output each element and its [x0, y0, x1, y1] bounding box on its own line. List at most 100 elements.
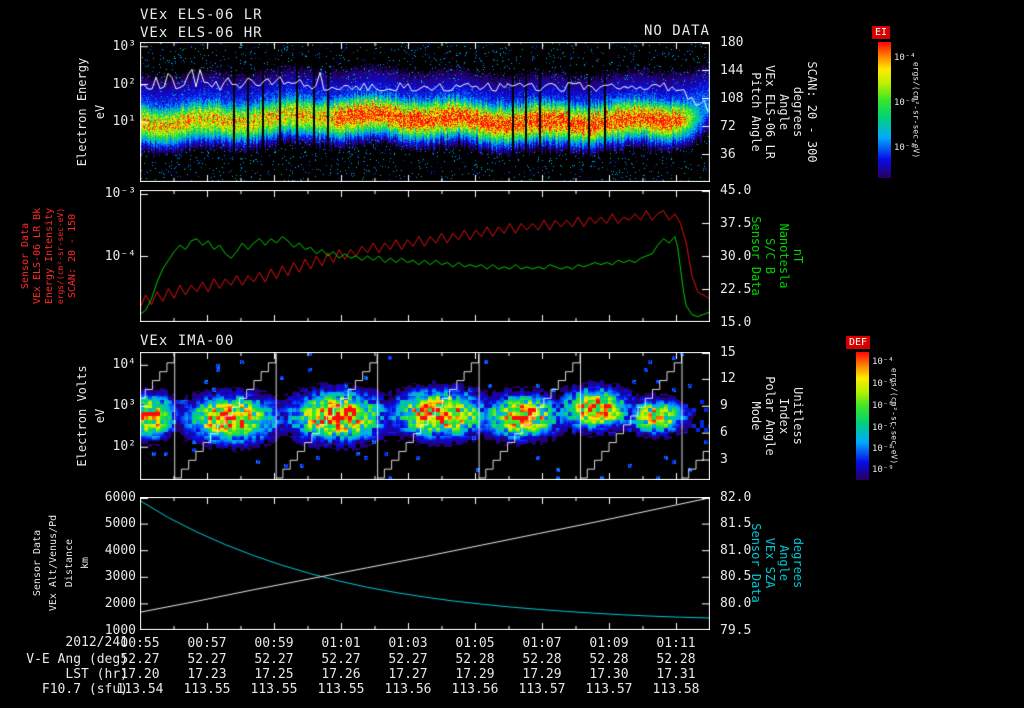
p2-left-title-2: Energy Intensity [44, 207, 55, 305]
bottom-row-0-value-1: 52.27 [187, 652, 227, 667]
p4-right-title-1: VEx SZA [763, 537, 777, 589]
p2-right-title-1: S/C B [763, 237, 777, 275]
bottom-row-0-value-5: 52.28 [455, 652, 495, 667]
bottom-row-0-value-6: 52.28 [522, 652, 562, 667]
bottom-row-0-value-7: 52.28 [589, 652, 629, 667]
bottom-row-2-value-0: 113.54 [116, 682, 164, 697]
bottom-row-1-value-7: 17.30 [589, 667, 629, 682]
p4-alt-tick-3: 3000 [104, 569, 136, 585]
p3-right-title-1: Polar Angle [763, 376, 777, 456]
ima-spectrogram-canvas [140, 352, 710, 480]
colorbar-def-label: DEF [846, 336, 871, 349]
p3-energy-tick-2: 10² [112, 439, 136, 455]
p4-sza-tick-0: 82.0 [720, 489, 752, 505]
bottom-row-2-value-7: 113.57 [585, 682, 633, 697]
no-data-label: NO DATA [643, 23, 710, 39]
bottom-row-0-value-2: 52.27 [254, 652, 294, 667]
p2-bfield-tick-3: 22.5 [720, 281, 752, 297]
p4-right-title-3: degrees [791, 537, 805, 589]
p3-index-tick-4: 3 [720, 452, 728, 468]
p2-bfield-tick-1: 37.5 [720, 215, 752, 231]
p1-right-title-4: SCAN: 20 - 300 [805, 61, 819, 163]
colorbar-def-tick-5: 10⁻⁹ [872, 464, 894, 475]
time-tick-label-4: 01:03 [388, 636, 428, 651]
time-tick-label-7: 01:09 [589, 636, 629, 651]
plot-title-els-hr: VEx ELS-06 HR [140, 25, 263, 41]
p1-pitch-tick-4: 36 [720, 146, 736, 162]
bottom-row-2-value-6: 113.57 [518, 682, 566, 697]
p2-left-title-1: VEx ELS-06 LR Bk [32, 207, 43, 305]
p4-left-title-0: Sensor Data [32, 529, 43, 597]
time-tick-label-8: 01:11 [656, 636, 696, 651]
bottom-row-2-value-1: 113.55 [183, 682, 231, 697]
time-tick-label-2: 00:59 [254, 636, 294, 651]
p1-left-title-0: Electron Energy [75, 57, 89, 167]
colorbar-def-tick-3: 10⁻⁷ [872, 422, 894, 433]
p3-index-tick-0: 15 [720, 344, 736, 360]
bottom-row-1-value-8: 17.31 [656, 667, 696, 682]
p1-energy-tick-0: 10³ [112, 38, 136, 54]
bottom-row-2-value-4: 113.56 [384, 682, 432, 697]
bottom-row-0-value-8: 52.28 [656, 652, 696, 667]
p1-pitch-tick-2: 108 [720, 90, 744, 106]
p1-right-title-1: VEx ELS-06 LR [763, 65, 777, 159]
time-tick-label-6: 01:07 [522, 636, 562, 651]
p3-index-tick-3: 6 [720, 425, 728, 441]
time-tick-label-1: 00:57 [187, 636, 227, 651]
colorbar-def-tick-2: 10⁻⁶ [872, 400, 894, 411]
p4-left-title-2: Distance [64, 538, 75, 588]
p1-energy-tick-2: 10¹ [112, 114, 136, 130]
p4-alt-tick-4: 2000 [104, 595, 136, 611]
p4-left-title-1: VEx Alt/Venus/Pd [48, 514, 59, 612]
bottom-row-0-value-0: 52.27 [120, 652, 160, 667]
p2-intensity-tick-1: 10⁻⁴ [104, 248, 136, 264]
colorbar-ei-tick-0: 10⁻⁴ [894, 53, 916, 64]
bottom-row-1-value-5: 17.29 [455, 667, 495, 682]
p2-left-title-4: SCAN: 20 - 150 [67, 213, 78, 299]
bottom-row-1-value-6: 17.29 [522, 667, 562, 682]
p4-alt-tick-0: 6000 [104, 489, 136, 505]
p1-pitch-tick-3: 72 [720, 118, 736, 134]
bottom-row-2-value-3: 113.55 [317, 682, 365, 697]
p4-alt-tick-1: 5000 [104, 516, 136, 532]
colorbar-ei-tick-2: 10⁻⁸ [894, 143, 916, 154]
p3-right-title-3: Unitless [791, 387, 805, 445]
time-tick-label-0: 00:55 [120, 636, 160, 651]
p1-pitch-tick-0: 180 [720, 34, 744, 50]
bottom-row-label-0: V-E Ang (deg) [26, 652, 128, 667]
p4-sza-tick-2: 81.0 [720, 542, 752, 558]
p2-right-title-0: Sensor Data [749, 216, 763, 296]
plot-title-els-lr: VEx ELS-06 LR [140, 7, 263, 23]
p2-intensity-tick-0: 10⁻³ [104, 186, 136, 202]
plot-title-ima: VEx IMA-00 [140, 333, 235, 349]
bottom-row-2-value-5: 113.56 [451, 682, 499, 697]
els-spectrogram-canvas [140, 42, 710, 182]
p3-index-tick-1: 12 [720, 371, 736, 387]
p2-bfield-tick-2: 30.0 [720, 248, 752, 264]
p3-right-title-0: Mode [749, 401, 763, 431]
p3-right-title-2: Index [777, 397, 791, 435]
colorbar-ei-gradient [878, 42, 891, 178]
bottom-row-2-value-8: 113.58 [652, 682, 700, 697]
bottom-row-1-value-1: 17.23 [187, 667, 227, 682]
colorbar-def-tick-0: 10⁻⁴ [872, 357, 894, 368]
p3-energy-tick-0: 10⁴ [112, 357, 136, 373]
p4-sza-tick-4: 80.0 [720, 595, 752, 611]
p1-right-title-2: Angle [777, 93, 791, 131]
colorbar-ei-label: EI [872, 26, 891, 39]
p1-left-title-1: eV [93, 104, 107, 120]
p1-pitch-tick-1: 144 [720, 62, 744, 78]
colorbar-def-tick-4: 10⁻⁸ [872, 444, 894, 455]
p3-index-tick-2: 9 [720, 398, 728, 414]
date-label: 2012/241 [65, 635, 128, 650]
p2-bfield-tick-0: 45.0 [720, 182, 752, 198]
p4-sza-tick-1: 81.5 [720, 516, 752, 532]
time-tick-label-3: 01:01 [321, 636, 361, 651]
altitude-sza-plot-canvas [140, 497, 710, 630]
bottom-row-1-value-3: 17.26 [321, 667, 361, 682]
p4-alt-tick-5: 1000 [104, 622, 136, 638]
time-tick-label-5: 01:05 [455, 636, 495, 651]
intensity-bfield-plot-canvas [140, 190, 710, 322]
p2-right-title-3: nT [791, 248, 805, 264]
